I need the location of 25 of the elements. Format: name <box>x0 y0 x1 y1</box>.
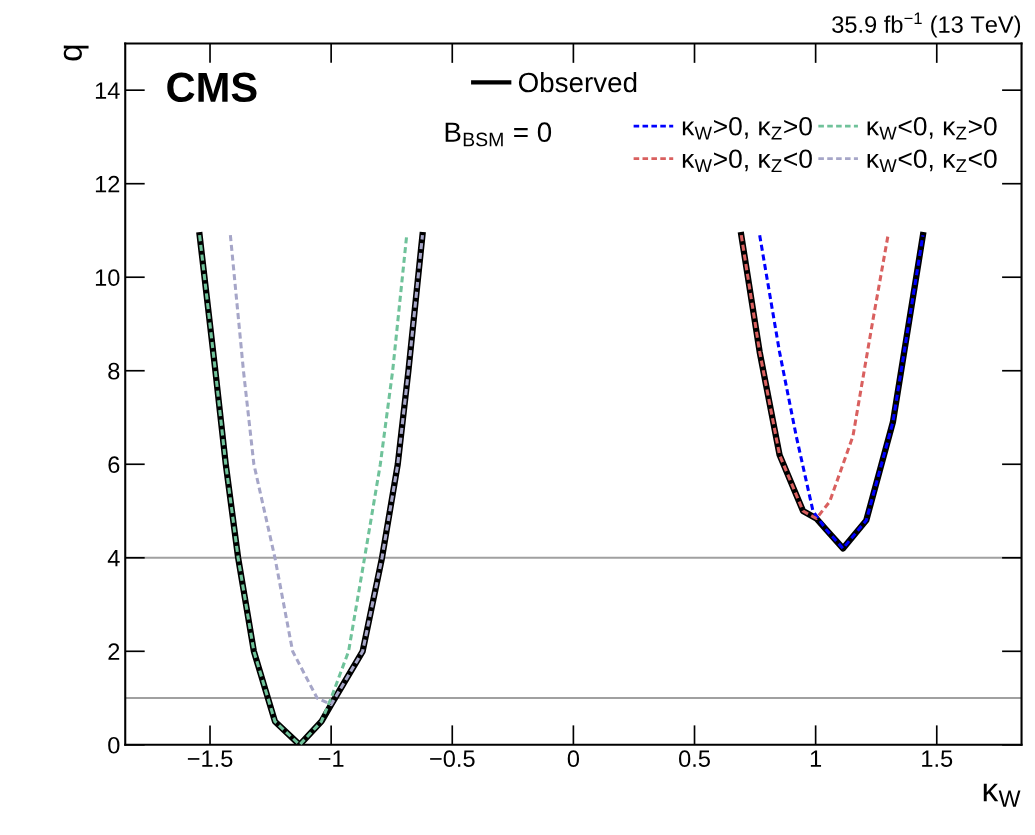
legend-label: κ$_{W}$<0, κ$_{Z}$>0 <box>867 116 997 140</box>
y-tick-label: 2 <box>108 643 120 660</box>
x-tick-label: −1.5 <box>187 750 233 768</box>
x-tick-label: 1 <box>810 750 822 767</box>
x-tick-label: −1 <box>318 750 344 767</box>
x-tick-label: 1.5 <box>922 750 953 768</box>
y-axis-title: q <box>63 45 89 61</box>
annotation: B$_{BSM}$ = 0 <box>445 122 552 147</box>
legend-label: κ$_{W}$<0, κ$_{Z}$<0 <box>867 149 997 173</box>
text: 35.9 fb$^{−1}$ (13 TeV) <box>832 12 1021 38</box>
x-axis-title: κ$_{W}$ <box>983 783 1021 807</box>
x-tick-label: 0.5 <box>679 750 710 768</box>
legend-label: κ$_{W}$>0, κ$_{Z}$>0 <box>682 116 812 140</box>
y-tick-label: 4 <box>107 550 120 567</box>
y-tick-label: 6 <box>108 456 120 474</box>
y-tick-label: 14 <box>95 82 120 99</box>
y-tick-label: 12 <box>95 175 120 193</box>
legend-label: κ$_{W}$>0, κ$_{Z}$<0 <box>682 149 812 173</box>
x-tick-label: −0.5 <box>430 750 475 768</box>
legend-label: Observed <box>518 71 637 93</box>
y-tick-label: 0 <box>108 736 120 754</box>
y-tick-label: 8 <box>108 362 120 380</box>
x-tick-label: 0 <box>567 750 580 768</box>
annotation: CMS <box>167 72 257 103</box>
y-tick-label: 10 <box>95 269 120 287</box>
